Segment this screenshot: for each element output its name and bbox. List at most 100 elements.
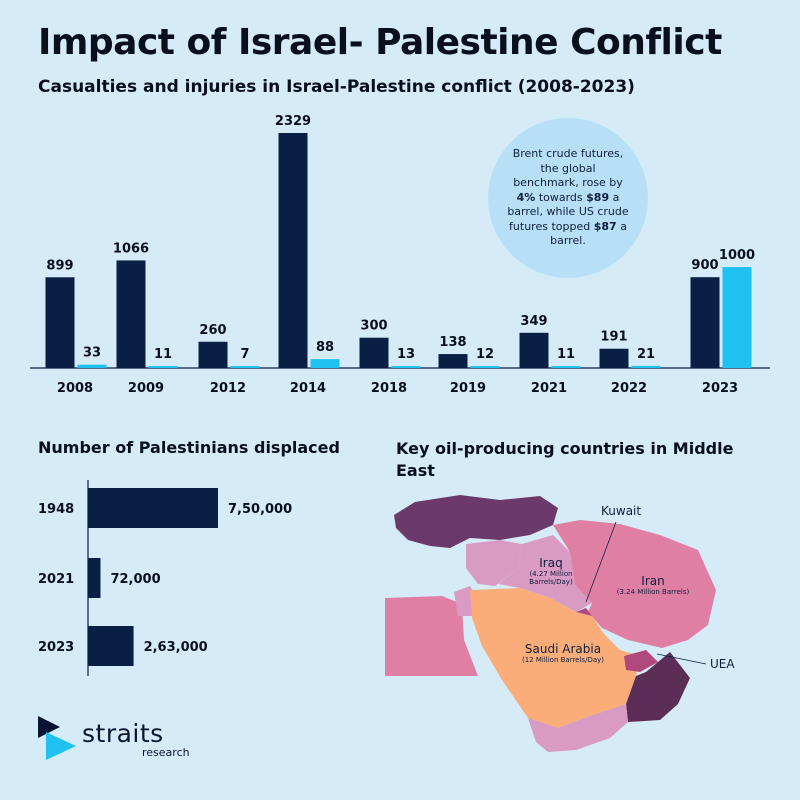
- y-tick-2021: 2021: [38, 572, 74, 587]
- data-label-2022-series-1: 191: [600, 330, 627, 345]
- bar-2018-series-2: [391, 366, 421, 368]
- bar-2014-series-1: [278, 133, 308, 368]
- data-label-2023-series-2: 1000: [719, 248, 755, 263]
- chart-subtitle: Casualties and injuries in Israel-Palest…: [38, 77, 635, 97]
- bar-2023-series-2: [722, 267, 752, 368]
- casualties-bar-chart: 899 33 2008 1066 11 2009 260 7 2012 2329 88 2014 300…: [30, 114, 770, 396]
- data-label-2008-series-1: 899: [46, 258, 73, 273]
- x-tick-2012: 2012: [210, 381, 246, 396]
- bar-2012-series-2: [230, 366, 260, 368]
- saudi-region: [470, 588, 640, 728]
- logo-sub: research: [142, 745, 190, 759]
- iraq-production-2: Barrels/Day): [529, 578, 573, 587]
- data-label-2012-series-1: 260: [199, 323, 226, 338]
- value-label-2021: 72,000: [110, 572, 160, 587]
- map-title: Key oil-producing countries in Middle Ea…: [396, 439, 734, 480]
- bar-2012-series-1: [198, 341, 228, 368]
- y-tick-2023: 2023: [38, 640, 74, 655]
- x-tick-2022: 2022: [611, 381, 647, 396]
- uae-region: [624, 650, 658, 672]
- saudi-production: (12 Million Barrels/Day): [521, 656, 604, 664]
- data-label-2019-series-1: 138: [439, 335, 466, 350]
- iran-label: Iran (3.24 Million Barrels): [614, 574, 692, 596]
- kuwait-name: Kuwait: [601, 504, 642, 518]
- data-label-2008-series-2: 33: [83, 346, 101, 361]
- displaced-title: Number of Palestinians displaced: [38, 438, 340, 457]
- saudi-label: Saudi Arabia (12 Million Barrels/Day): [508, 642, 618, 664]
- iran-production: (3.24 Million Barrels): [616, 588, 690, 596]
- logo-name: straits: [82, 718, 164, 748]
- yemen-region: [528, 704, 628, 752]
- data-label-2009-series-1: 1066: [113, 241, 149, 256]
- oman-region: [626, 652, 690, 722]
- iran-name: Iran: [641, 574, 665, 588]
- middle-east-map: [385, 495, 716, 752]
- x-tick-2018: 2018: [371, 381, 407, 396]
- bubble-bold-1: 4%: [516, 190, 536, 204]
- data-label-2019-series-2: 12: [476, 347, 494, 362]
- iraq-production-1: (4.27 Million: [529, 570, 573, 578]
- bar-2014-series-2: [310, 359, 340, 368]
- bubble-text-4: a barrel.: [550, 219, 627, 248]
- bubble-text-1: Brent crude futures, the global benchmar…: [512, 147, 624, 190]
- straits-research-logo: straits research: [38, 716, 190, 762]
- value-label-1948: 7,50,000: [228, 502, 292, 517]
- bar-2008-series-2: [77, 364, 107, 368]
- oil-price-bubble: Brent crude futures, the global benchmar…: [488, 118, 648, 278]
- data-label-2021-series-2: 11: [557, 347, 575, 362]
- value-label-2023: 2,63,000: [144, 640, 208, 655]
- data-label-2018-series-2: 13: [397, 347, 415, 362]
- x-tick-2023: 2023: [702, 381, 738, 396]
- bubble-text-2: towards: [538, 190, 583, 204]
- x-tick-2008: 2008: [57, 381, 93, 396]
- bar-2009-series-1: [116, 260, 146, 368]
- bar-2021-series-1: [519, 332, 549, 368]
- saudi-name: Saudi Arabia: [524, 642, 602, 656]
- uea-name: UEA: [710, 657, 735, 671]
- kuwait-pointer: [585, 521, 617, 603]
- bar-2023-series-1: [690, 277, 720, 368]
- data-label-2021-series-1: 349: [520, 314, 547, 329]
- iran-region: [553, 520, 716, 648]
- bar-2008-series-1: [45, 277, 75, 368]
- bar-2021-series-2: [551, 366, 581, 368]
- data-label-2023-series-1: 900: [691, 258, 718, 273]
- bar-2022-series-1: [599, 348, 629, 368]
- logo-mark-icon: [38, 716, 76, 760]
- data-label-2009-series-2: 11: [154, 347, 172, 362]
- bar-displaced-2021: [88, 558, 101, 598]
- kuwait-label: Kuwait: [601, 504, 641, 518]
- x-tick-2021: 2021: [531, 381, 567, 396]
- bar-2019-series-1: [438, 354, 468, 368]
- bar-2018-series-1: [359, 337, 389, 368]
- x-tick-2009: 2009: [128, 381, 164, 396]
- bubble-text-3: a barrel, while US crude futures topped: [507, 190, 629, 233]
- data-label-2022-series-2: 21: [637, 347, 655, 362]
- bar-displaced-1948: [88, 488, 218, 528]
- x-tick-2014: 2014: [290, 381, 326, 396]
- turkey-region: [394, 495, 558, 548]
- uea-pointer: [656, 653, 707, 665]
- data-label-2012-series-2: 7: [240, 347, 249, 362]
- iraq-label: Iraq (4.27 Million Barrels/Day): [518, 556, 584, 587]
- data-label-2014-series-1: 2329: [275, 114, 311, 129]
- syria-region: [466, 540, 522, 586]
- bar-displaced-2023: [88, 626, 134, 666]
- iraq-region: [498, 535, 592, 612]
- data-label-2014-series-2: 88: [316, 340, 334, 355]
- bubble-bold-3: $87: [593, 219, 617, 233]
- uea-label: UEA: [710, 657, 735, 671]
- kuwait-region: [576, 608, 592, 616]
- oil-price-text: Brent crude futures, the global benchmar…: [506, 147, 630, 249]
- bar-2019-series-2: [470, 366, 500, 368]
- iraq-name: Iraq: [539, 556, 563, 570]
- egypt-region: [385, 596, 478, 676]
- x-tick-2019: 2019: [450, 381, 486, 396]
- bar-2022-series-2: [631, 365, 661, 368]
- data-label-2018-series-1: 300: [360, 319, 387, 334]
- page-title: Impact of Israel- Palestine Conflict: [38, 22, 722, 63]
- displaced-bar-chart: 1948 7,50,000 2021 72,000 2023 2,63,000: [38, 480, 292, 676]
- bubble-bold-2: $89: [586, 190, 610, 204]
- bar-2009-series-2: [148, 366, 178, 368]
- y-tick-1948: 1948: [38, 502, 74, 517]
